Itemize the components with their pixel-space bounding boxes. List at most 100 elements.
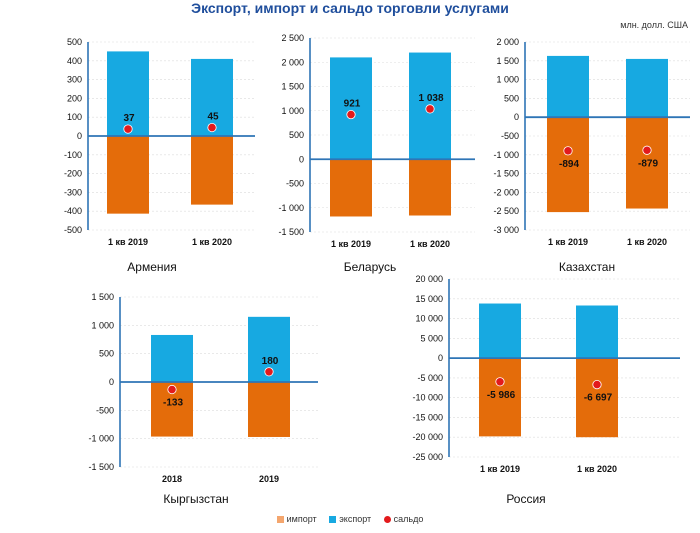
panel-0-import-bar: [191, 136, 233, 205]
legend-item-import: импорт: [276, 514, 317, 524]
panel-1-category-label: 1 кв 2020: [410, 239, 450, 249]
panel-3-saldo-point: [264, 367, 274, 377]
panel-0-saldo-label: 37: [123, 113, 135, 124]
panel-2-ytick-label: -1 500: [493, 169, 519, 179]
panel-3-ytick-label: -1 000: [88, 434, 114, 444]
panel-3-ytick-label: 0: [109, 377, 114, 387]
panel-4-saldo-label: -5 986: [487, 390, 516, 401]
panel-2-ytick-label: 2 000: [496, 37, 519, 47]
panel-3-category-label: 2018: [162, 474, 182, 484]
panel-4-ytick-label: -25 000: [412, 452, 443, 462]
panel-3-saldo-label: -133: [163, 398, 183, 409]
legend-swatch-export: [329, 516, 337, 524]
panel-4-ytick-label: 20 000: [415, 274, 443, 284]
panel-1-ytick-label: 0: [299, 154, 304, 164]
panel-2-saldo-label: -894: [559, 159, 579, 170]
legend-swatch-saldo: [383, 516, 391, 524]
panel-4-saldo-point: [592, 380, 602, 390]
legend-swatch-import: [276, 516, 284, 524]
panel-2-ytick-label: -3 000: [493, 225, 519, 235]
panel-4-saldo-point: [495, 377, 505, 387]
panel-1-import-bar: [330, 159, 372, 217]
panel-3-saldo-point: [167, 384, 177, 395]
panel-4-ytick-label: 0: [438, 353, 443, 363]
panel-3-export-bar: [151, 334, 193, 382]
panel-3-import-bar: [248, 382, 290, 437]
panel-4-ytick-label: -15 000: [412, 412, 443, 422]
panel-4-ytick-label: 15 000: [415, 294, 443, 304]
panel-0-import-bar: [107, 136, 149, 214]
panel-2-import-bar: [547, 117, 589, 213]
panel-4-ytick-label: 5 000: [420, 333, 443, 343]
panel-2-ytick-label: -2 500: [493, 206, 519, 216]
panel-0-saldo-point: [123, 124, 133, 134]
panel-0-ytick-label: 400: [67, 56, 82, 66]
panel-0-category-label: 1 кв 2020: [192, 237, 232, 247]
panel-1-country-label: Беларусь: [344, 260, 396, 274]
panel-2-saldo-point: [563, 146, 573, 156]
panel-4-import-bar: [479, 358, 521, 437]
panel-2-ytick-label: 0: [514, 112, 519, 122]
panel-4-ytick-label: -10 000: [412, 393, 443, 403]
panel-2-import-bar: [626, 117, 668, 209]
panel-2-ytick-label: -500: [501, 131, 519, 141]
units-label: млн. долл. США: [620, 20, 688, 30]
panel-3-category-label: 2019: [259, 474, 279, 484]
panel-1-ytick-label: 2 500: [281, 33, 304, 43]
panel-3-ytick-label: -1 500: [88, 462, 114, 472]
panel-0-country-label: Армения: [127, 260, 176, 274]
panel-0-ytick-label: 100: [67, 112, 82, 122]
panel-2-export-bar: [547, 55, 589, 118]
panel-0-ytick-label: -200: [64, 169, 82, 179]
panel-1-ytick-label: 2 000: [281, 57, 304, 67]
panel-3-ytick-label: -500: [96, 405, 114, 415]
panel-0-ytick-label: -100: [64, 150, 82, 160]
panel-2-ytick-label: -2 000: [493, 187, 519, 197]
panel-3-ytick-label: 1 000: [91, 320, 114, 330]
panel-1-export-bar: [330, 57, 372, 160]
panel-2-saldo-label: -879: [638, 158, 658, 169]
panel-3-country-label: Кыргызстан: [163, 492, 228, 506]
panel-1-ytick-label: 1 500: [281, 82, 304, 92]
panel-0-saldo-point: [207, 122, 217, 133]
panel-1-ytick-label: -500: [286, 179, 304, 189]
panel-0-ytick-label: 0: [77, 131, 82, 141]
panel-0-ytick-label: 200: [67, 93, 82, 103]
panel-1-ytick-label: -1 500: [278, 227, 304, 237]
panel-2-category-label: 1 кв 2020: [627, 237, 667, 247]
panel-2-country-label: Казахстан: [559, 260, 615, 274]
panel-2-ytick-label: 1 000: [496, 75, 519, 85]
panel-4-export-bar: [479, 303, 521, 359]
panel-0-ytick-label: 300: [67, 75, 82, 85]
legend-item-export: экспорт: [329, 514, 371, 524]
legend: импорт экспорт сальдо: [0, 514, 700, 524]
panel-4-ytick-label: -5 000: [417, 373, 443, 383]
panel-1-saldo-point: [346, 109, 356, 120]
panel-3-ytick-label: 1 500: [91, 292, 114, 302]
panel-3-saldo-label: 180: [262, 356, 279, 367]
panel-2-ytick-label: 1 500: [496, 56, 519, 66]
panel-1-category-label: 1 кв 2019: [331, 239, 371, 249]
chart-title: Экспорт, импорт и сальдо торговли услуга…: [191, 0, 509, 16]
panel-0-export-bar: [107, 51, 149, 136]
panel-1-saldo-label: 921: [344, 99, 361, 110]
panel-1-ytick-label: 500: [289, 130, 304, 140]
panel-4-ytick-label: 10 000: [415, 314, 443, 324]
panel-1-saldo-point: [425, 104, 435, 114]
panel-3-ytick-label: 500: [99, 349, 114, 359]
panel-1-import-bar: [409, 159, 451, 216]
panel-1-saldo-label: 1 038: [418, 93, 443, 104]
legend-label-export: экспорт: [339, 514, 372, 524]
panel-4-category-label: 1 кв 2019: [480, 464, 520, 474]
panel-2-export-bar: [626, 58, 668, 118]
panel-4-export-bar: [576, 305, 618, 359]
panel-2-saldo-point: [642, 145, 652, 155]
panel-1-ytick-label: 1 000: [281, 106, 304, 116]
panel-4-import-bar: [576, 358, 618, 438]
legend-label-import: импорт: [286, 514, 317, 524]
panel-0-saldo-label: 45: [207, 112, 219, 123]
panel-2-ytick-label: -1 000: [493, 150, 519, 160]
panel-1-ytick-label: -1 000: [278, 203, 304, 213]
panel-0-ytick-label: -500: [64, 225, 82, 235]
